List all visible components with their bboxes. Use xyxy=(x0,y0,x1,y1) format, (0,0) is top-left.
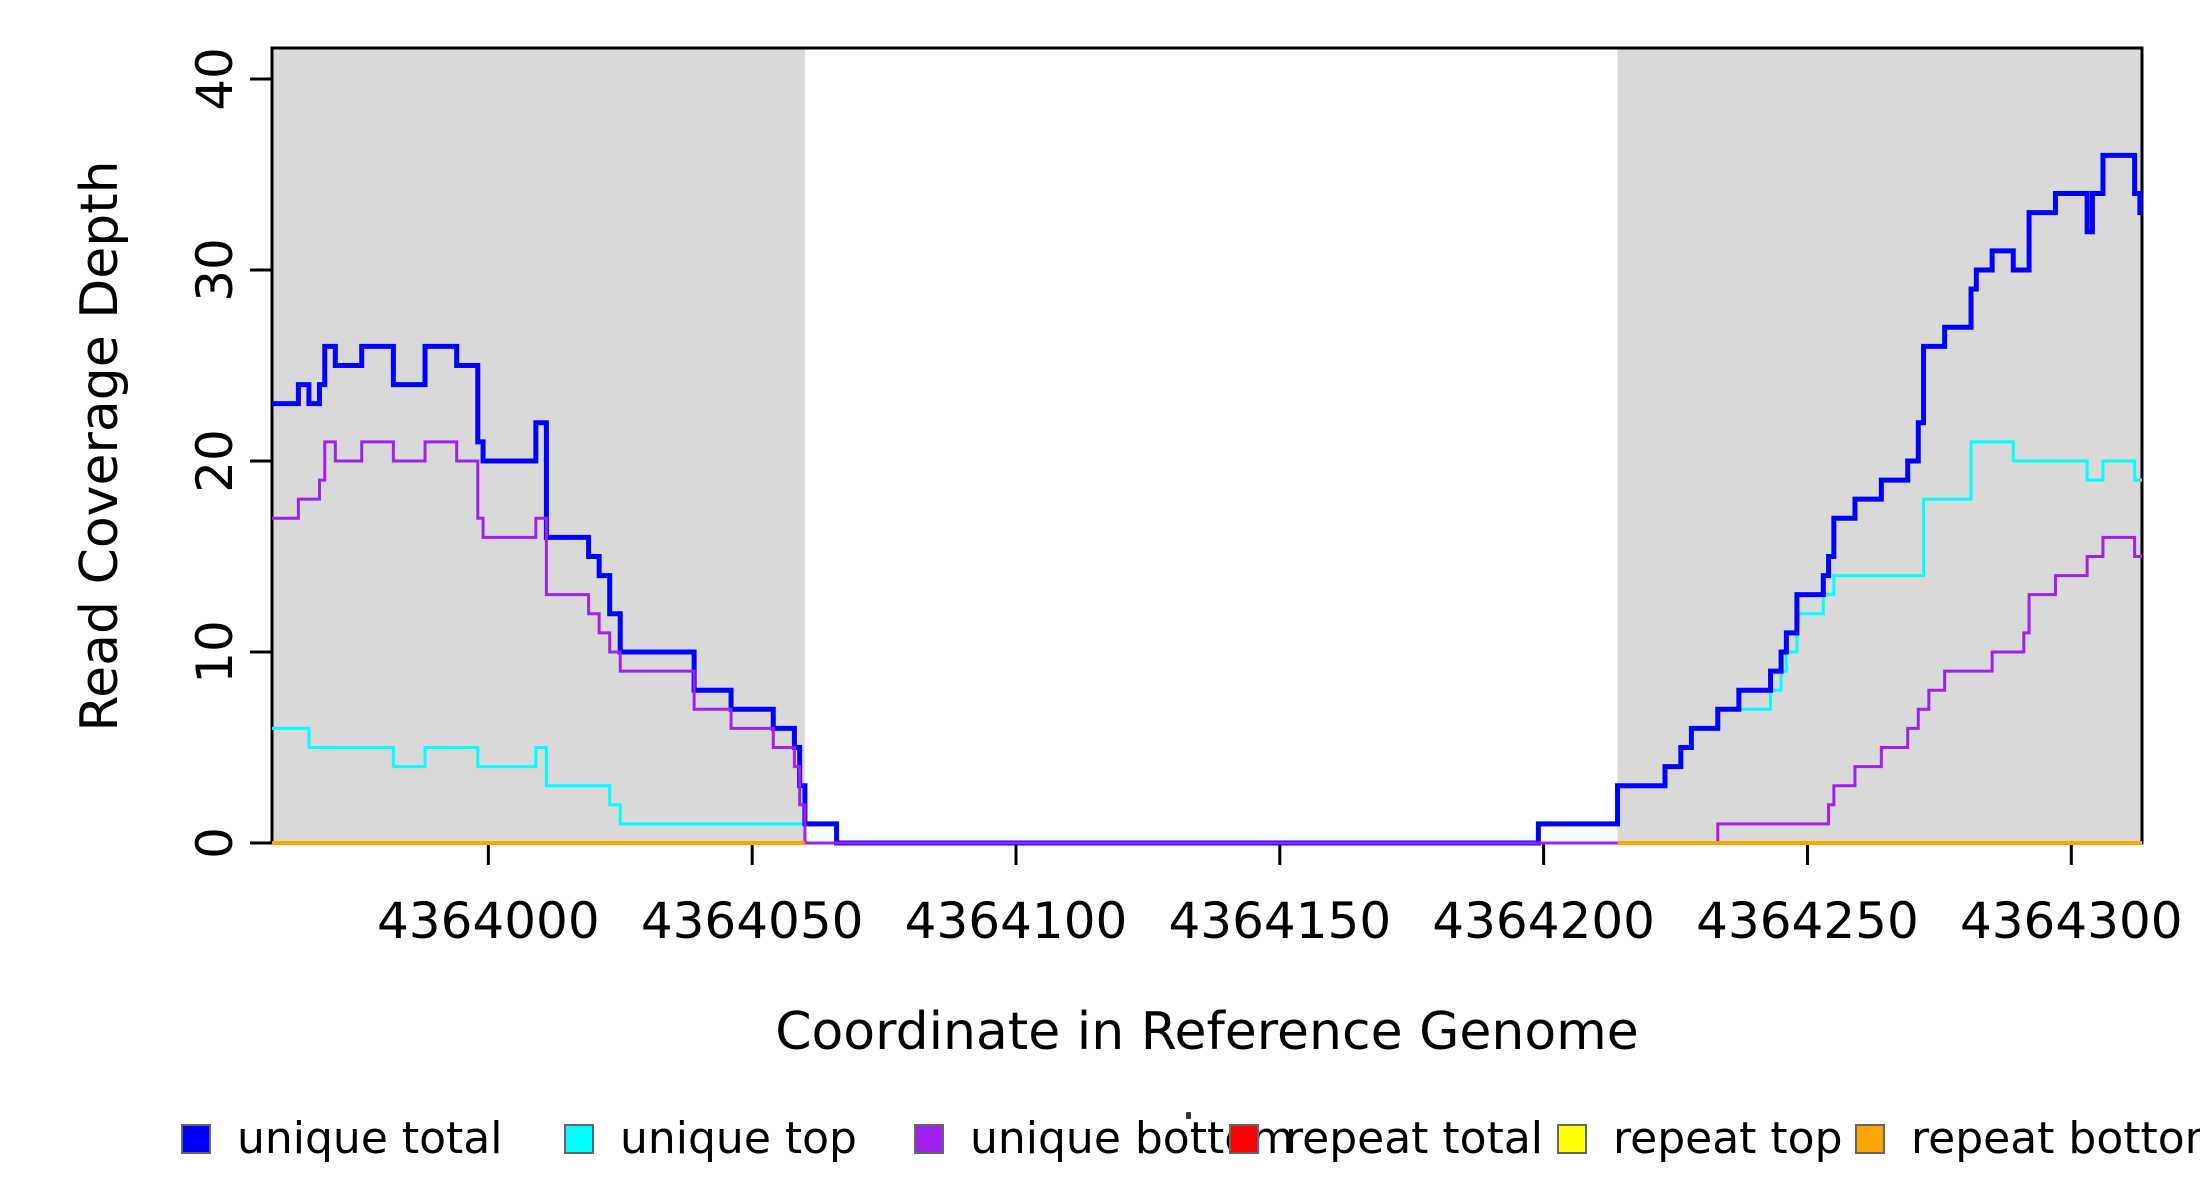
series-line-unique-total xyxy=(272,152,2143,846)
y-axis-title: Read Coverage Depth xyxy=(70,160,130,732)
legend-swatch-unique-bottom xyxy=(914,1123,944,1154)
x-tick-label: 4364100 xyxy=(905,892,1128,950)
y-tick-label: 10 xyxy=(186,620,244,684)
legend-swatch-repeat-bottom xyxy=(1855,1123,1885,1154)
y-tick-label: 20 xyxy=(186,429,244,493)
x-tick-label: 4364150 xyxy=(1168,892,1391,950)
x-tick-label: 4364200 xyxy=(1432,892,1655,950)
legend-label: repeat total xyxy=(1285,1113,1544,1164)
series-line-unique-bottom xyxy=(272,440,2142,845)
legend-swatch-unique-total xyxy=(181,1123,211,1154)
legend-label: unique total xyxy=(237,1113,503,1164)
legend-swatch-unique-top xyxy=(564,1123,594,1154)
legend-artifact-dot xyxy=(1186,1112,1191,1119)
legend-item-repeat-top: repeat top xyxy=(1557,1113,1843,1164)
y-tick-label: 30 xyxy=(186,238,244,302)
shaded-repeat-region xyxy=(272,48,805,843)
y-tick-label: 40 xyxy=(186,47,244,111)
legend-swatch-repeat-top xyxy=(1557,1123,1587,1154)
x-tick-label: 4364000 xyxy=(377,892,600,950)
legend-label: unique top xyxy=(620,1113,857,1164)
legend-item-repeat-total: repeat total xyxy=(1229,1113,1543,1164)
legend-item-repeat-bottom: repeat bottom xyxy=(1855,1113,2200,1164)
legend-label: repeat bottom xyxy=(1911,1113,2200,1164)
legend-label: repeat top xyxy=(1613,1113,1843,1164)
legend-item-unique-total: unique total xyxy=(181,1113,502,1164)
x-axis-title: Coordinate in Reference Genome xyxy=(775,1002,1639,1062)
legend-swatch-repeat-total xyxy=(1229,1123,1259,1154)
x-tick-label: 4364050 xyxy=(641,892,864,950)
x-tick-label: 4364250 xyxy=(1696,892,1919,950)
shaded-repeat-region xyxy=(1617,48,2142,843)
y-tick-label: 0 xyxy=(186,827,244,859)
legend-item-unique-top: unique top xyxy=(564,1113,857,1164)
x-tick-label: 4364300 xyxy=(1960,892,2183,950)
